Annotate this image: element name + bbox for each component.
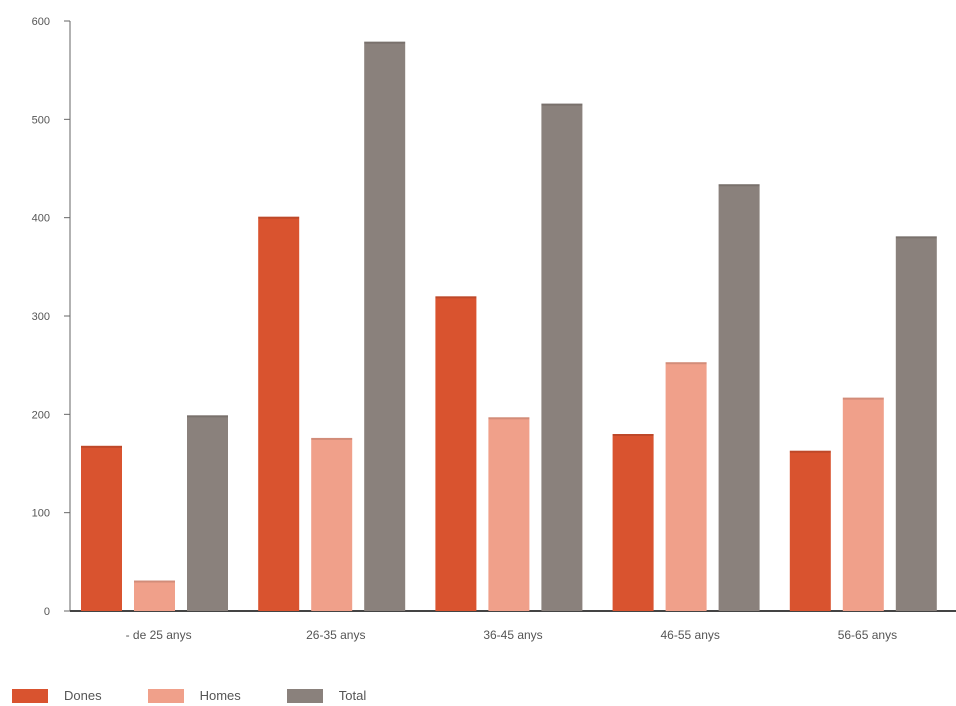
x-tick-label: 46-55 anys (661, 628, 720, 642)
bar-top-edge (134, 580, 175, 583)
bar-top-edge (665, 362, 707, 365)
legend-label-total: Total (338, 688, 367, 703)
legend-item-total: Total (286, 688, 367, 703)
bar-top-edge (842, 397, 884, 400)
legend-item-homes: Homes (147, 688, 241, 703)
bar-dones (81, 445, 122, 611)
x-tick-label: - de 25 anys (126, 628, 192, 642)
bar-homes (665, 362, 707, 611)
bar-dones (258, 216, 300, 611)
bar-homes (134, 580, 175, 611)
bar-top-edge (612, 434, 654, 436)
legend-label-homes: Homes (199, 688, 241, 703)
legend-item-dones: Dones (12, 688, 102, 703)
legend-swatch-homes (147, 688, 184, 703)
y-tick-label: 100 (32, 508, 50, 520)
bar-dones (789, 450, 831, 611)
y-tick-label: 400 (32, 213, 50, 225)
bar-total (895, 236, 937, 611)
bar-top-edge (81, 445, 122, 448)
legend-swatch-dones (12, 688, 48, 703)
bar-total (187, 415, 228, 611)
bar-dones (612, 434, 654, 611)
bar-top-edge (789, 450, 831, 453)
y-tick-label: 200 (32, 409, 50, 421)
bar-top-edge (258, 216, 300, 219)
x-tick-label: 26-35 anys (306, 628, 365, 642)
bar-top-edge (541, 103, 583, 106)
bar-top-edge (311, 437, 353, 440)
bar-total (364, 41, 406, 611)
bar-homes (842, 397, 884, 611)
bar-dones (435, 296, 477, 611)
legend: Dones Homes Total (12, 688, 412, 703)
legend-label-dones: Dones (64, 688, 102, 703)
bar-total (541, 103, 583, 611)
x-tick-label: 56-65 anys (838, 628, 897, 642)
bar-homes (488, 417, 530, 611)
x-tick-label: 36-45 anys (483, 628, 542, 642)
y-tick-label: 300 (32, 311, 50, 323)
bar-top-edge (718, 184, 760, 187)
y-tick-label: 600 (32, 16, 50, 28)
bar-top-edge (488, 417, 530, 420)
y-tick-label: 0 (44, 606, 50, 618)
bar-top-edge (895, 236, 937, 239)
bar-top-edge (187, 415, 228, 418)
bar-total (718, 184, 760, 611)
y-tick-label: 500 (32, 114, 50, 126)
bar-top-edge (364, 41, 406, 44)
bar-top-edge (435, 296, 477, 299)
legend-swatch-total (286, 688, 323, 703)
bar-homes (311, 437, 353, 611)
